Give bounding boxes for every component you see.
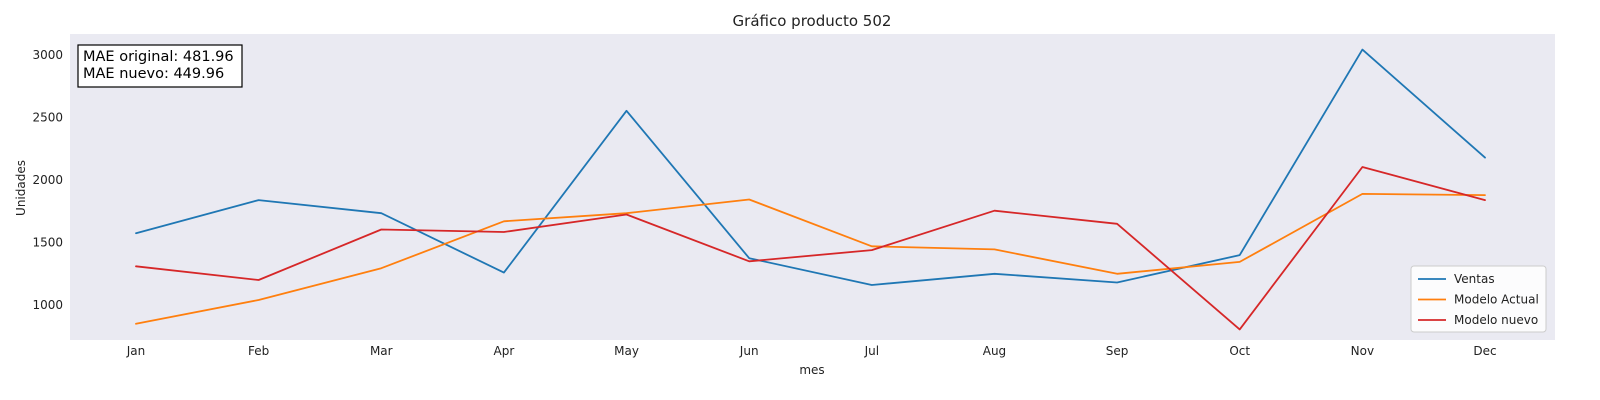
series-layer [135, 48, 1486, 331]
y-tick-label: 1500 [32, 236, 63, 250]
x-tick-label: Apr [494, 344, 515, 358]
x-tick-label: May [614, 344, 639, 358]
annotation-mae-original: MAE original: 481.96 [83, 49, 234, 65]
annotation-frame [77, 44, 243, 88]
series-line-3 [135, 166, 1486, 331]
legend-frame [1410, 265, 1547, 333]
mae-annotation-box: MAE original: 481.96 MAE nuevo: 449.96 [77, 44, 243, 88]
y-tick-label: 2500 [32, 111, 63, 125]
chart-title: Gráfico producto 502 [733, 12, 892, 30]
legend-label: Modelo Actual [1454, 293, 1539, 307]
x-tick-label: Sep [1106, 344, 1129, 358]
x-tick-label: Aug [983, 344, 1006, 358]
x-tick-label: Nov [1351, 344, 1374, 358]
x-tick-label: Dec [1473, 344, 1496, 358]
legend: Ventas Modelo Actual Modelo nuevo [1410, 265, 1547, 333]
legend-label: Ventas [1454, 272, 1495, 286]
x-axis-title: mes [799, 363, 824, 377]
legend-label: Modelo nuevo [1454, 313, 1538, 327]
x-tick-label: Jan [126, 344, 146, 358]
annotation-mae-nuevo: MAE nuevo: 449.96 [83, 66, 224, 82]
y-tick-label: 2000 [32, 173, 63, 187]
x-tick-label: Mar [370, 344, 393, 358]
series-line-2 [135, 192, 1486, 325]
y-axis-title: Unidades [14, 160, 28, 216]
y-tick-label: 1000 [32, 298, 63, 312]
y-axis-ticks: 1000 1500 2000 2500 3000 [32, 48, 63, 312]
y-tick-label: 3000 [32, 48, 63, 62]
series-line-1 [135, 48, 1486, 286]
x-tick-label: Jul [864, 344, 879, 358]
x-tick-label: Oct [1229, 344, 1250, 358]
x-axis-ticks: Jan Feb Mar Apr May Jun Jul Aug Sep Oct Nov Dec [126, 344, 1497, 358]
plot-background [70, 34, 1555, 340]
x-tick-label: Feb [248, 344, 269, 358]
x-tick-label: Jun [739, 344, 759, 358]
